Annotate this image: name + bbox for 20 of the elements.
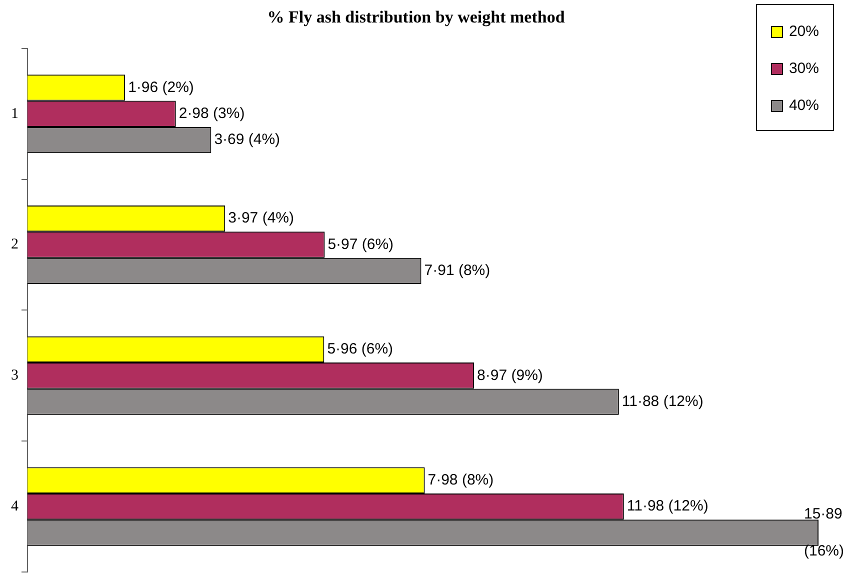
legend-label: 20% [788, 23, 819, 40]
data-label: 11·98 (12%) [626, 498, 708, 515]
data-label: 8·97 (9%) [477, 366, 543, 384]
text: 15·89 (16%) [804, 505, 844, 560]
data-label: 3·69 (4%) [214, 131, 280, 148]
legend-label: 30% [788, 60, 819, 77]
data-label: 11·88 (12%) [622, 392, 704, 410]
y-tick-label: 3 [11, 368, 18, 384]
chart-title: % Fly ash distribution by weight method [267, 8, 566, 27]
legend-label: 40% [788, 97, 819, 114]
data-label: 7·98 (8%) [428, 472, 494, 489]
y-tick-label: 2 [11, 236, 18, 253]
y-tick-label: 1 [11, 106, 18, 122]
data-label: 3·97 (4%) [228, 210, 294, 227]
data-label: 5·96 (6%) [327, 340, 394, 358]
data-label: 5·97 (6%) [328, 236, 394, 253]
y-tick-label: 4 [11, 498, 19, 514]
data-label: 2·98 (3%) [178, 104, 245, 122]
data-label: 7·91 (8%) [424, 262, 490, 280]
data-label: 1·96 (2%) [128, 78, 194, 96]
